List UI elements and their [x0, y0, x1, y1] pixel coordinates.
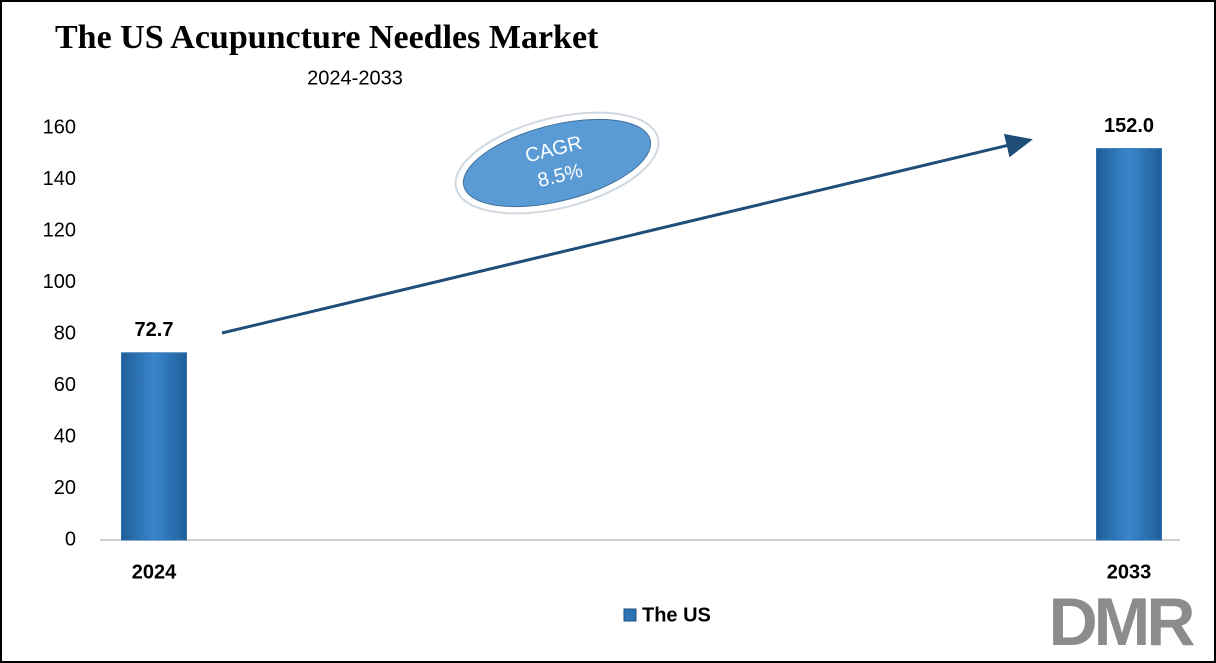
y-tick-label: 100: [43, 271, 76, 293]
y-tick-label: 160: [43, 116, 76, 138]
x-tick-label: 2024: [132, 561, 177, 583]
y-tick-label: 140: [43, 168, 76, 190]
y-tick-label: 120: [43, 219, 76, 241]
chart-title: The US Acupuncture Needles Market: [55, 19, 599, 56]
data-label: 72.7: [135, 319, 174, 341]
badge-fill: [462, 118, 652, 208]
y-tick-label: 40: [54, 425, 76, 447]
y-tick-label: 80: [54, 322, 76, 344]
y-tick-label: 0: [65, 528, 76, 550]
trend-arrow: [221, 133, 1033, 335]
y-tick-label: 20: [54, 477, 76, 499]
legend-swatch: [623, 608, 637, 622]
cagr-badge: CAGR 8.5%: [454, 111, 660, 215]
y-tick-label: 60: [54, 374, 76, 396]
x-tick-label: 2033: [1107, 561, 1152, 583]
legend-label: The US: [642, 604, 711, 626]
bar: [1096, 148, 1162, 541]
chart-subtitle: 2024-2033: [307, 67, 403, 89]
logo: DMR: [1049, 584, 1195, 660]
data-label: 152.0: [1104, 115, 1154, 137]
bar: [121, 352, 187, 541]
